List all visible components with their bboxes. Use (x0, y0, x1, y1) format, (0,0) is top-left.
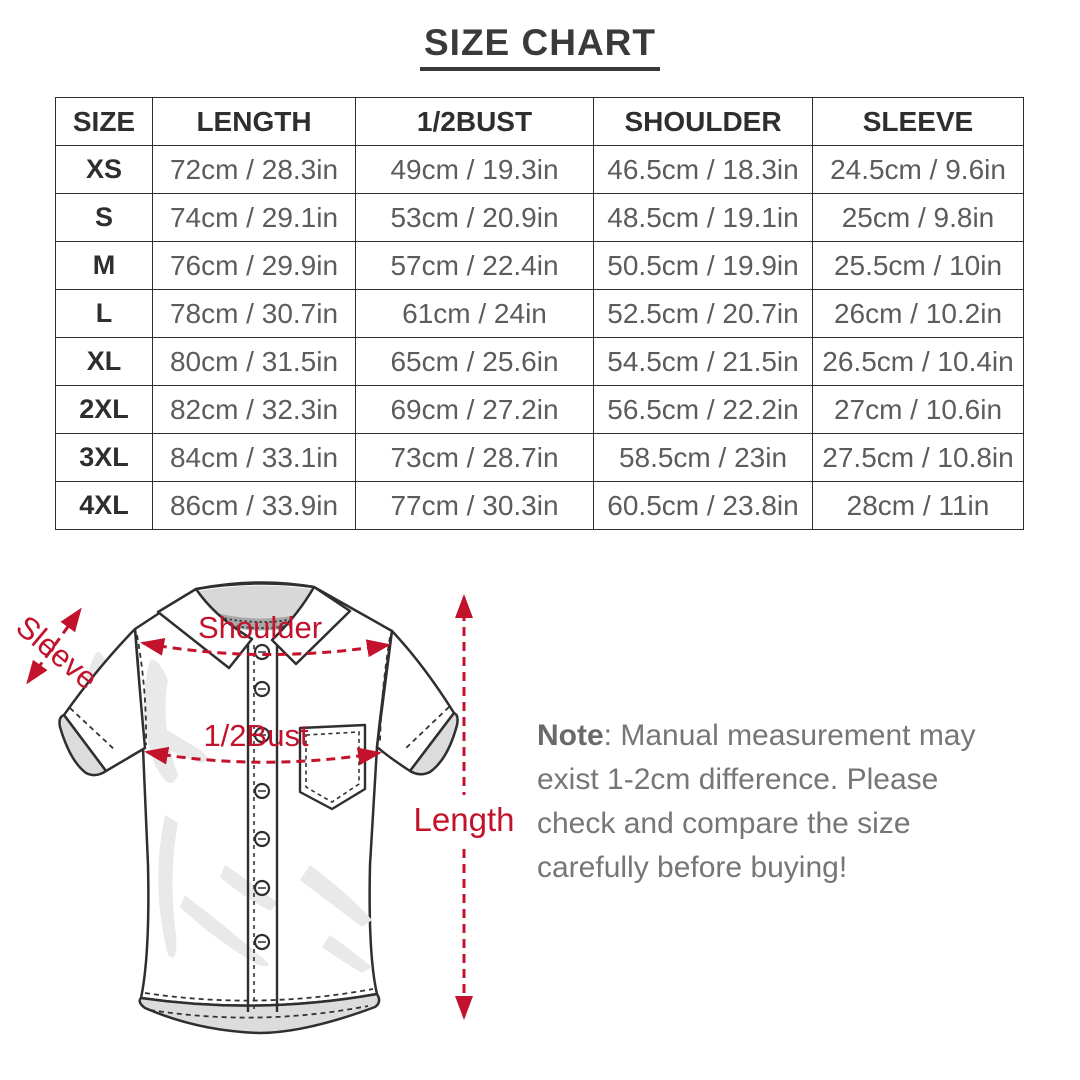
measurement-cell: 53cm / 20.9in (355, 193, 594, 242)
title-wrap: SIZE CHART (0, 22, 1080, 71)
note-text: : Manual measurement may exist 1-2cm dif… (537, 719, 976, 884)
measurement-cell: 76cm / 29.9in (152, 241, 356, 290)
column-header: SLEEVE (812, 97, 1024, 146)
measurement-cell: 52.5cm / 20.7in (593, 289, 813, 338)
column-header: 1/2BUST (355, 97, 594, 146)
measurement-cell: 25.5cm / 10in (812, 241, 1024, 290)
column-header: SIZE (55, 97, 153, 146)
right-cuff (408, 711, 459, 776)
table-row: M 76cm / 29.9in 57cm / 22.4in 50.5cm / 19.9… (55, 241, 1024, 290)
placket (246, 639, 279, 1012)
buttons (253, 643, 271, 951)
measurement-cell: 78cm / 30.7in (152, 289, 356, 338)
left-sleeve (62, 627, 147, 773)
measurement-cell: 25cm / 9.8in (812, 193, 1024, 242)
measurement-note: Note: Manual measurement may exist 1-2cm… (537, 714, 1019, 890)
measurement-cell: 26.5cm / 10.4in (812, 337, 1024, 386)
measurement-cell: 49cm / 19.3in (355, 145, 594, 194)
size-cell: XS (55, 145, 153, 194)
shirt-hem (138, 992, 381, 1035)
measurement-cell: 80cm / 31.5in (152, 337, 356, 386)
measurement-cell: 27cm / 10.6in (812, 385, 1024, 434)
measurement-cell: 48.5cm / 19.1in (593, 193, 813, 242)
table-header-row: SIZE LENGTH 1/2BUST SHOULDER SLEEVE (55, 97, 1024, 146)
shirt-illustration: Shoulder 1/2Bust Length Sleeve (10, 581, 515, 1035)
measurement-cell: 24.5cm / 9.6in (812, 145, 1024, 194)
measurement-cell: 65cm / 25.6in (355, 337, 594, 386)
measurement-cell: 54.5cm / 21.5in (593, 337, 813, 386)
size-table-body: XS 72cm / 28.3in 49cm / 19.3in 46.5cm / 18.… (55, 145, 1024, 530)
measurement-cell: 27.5cm / 10.8in (812, 433, 1024, 482)
shirt-diagram: Shoulder 1/2Bust Length Sleeve (0, 565, 520, 1065)
size-cell: 3XL (55, 433, 153, 482)
size-table: SIZE LENGTH 1/2BUST SHOULDER SLEEVE XS 72cm /… (55, 97, 1024, 530)
measurement-cell: 61cm / 24in (355, 289, 594, 338)
size-cell: XL (55, 337, 153, 386)
column-header: SHOULDER (593, 97, 813, 146)
sleeve-label: Sleeve (10, 609, 105, 697)
table-row: 2XL 82cm / 32.3in 69cm / 27.2in 56.5cm / 22… (55, 385, 1024, 434)
measurement-cell: 86cm / 33.9in (152, 481, 356, 530)
shoulder-label: Shoulder (198, 610, 322, 645)
measurement-cell: 74cm / 29.1in (152, 193, 356, 242)
table-row: XL 80cm / 31.5in 65cm / 25.6in 54.5cm / 21.… (55, 337, 1024, 386)
shoulder-measure-arrow (140, 638, 391, 658)
left-cuff (58, 713, 108, 777)
note-label: Note (537, 719, 604, 752)
right-sleeve (375, 629, 456, 773)
column-header: LENGTH (152, 97, 356, 146)
size-cell: 4XL (55, 481, 153, 530)
measurement-cell: 50.5cm / 19.9in (593, 241, 813, 290)
measurement-cell: 46.5cm / 18.3in (593, 145, 813, 194)
hem-stitching (144, 988, 374, 1019)
measurement-cell: 82cm / 32.3in (152, 385, 356, 434)
size-cell: M (55, 241, 153, 290)
measurement-cell: 60.5cm / 23.8in (593, 481, 813, 530)
size-cell: 2XL (55, 385, 153, 434)
table-row: 4XL 86cm / 33.9in 77cm / 30.3in 60.5cm / 23… (55, 481, 1024, 530)
table-row: 3XL 84cm / 33.1in 73cm / 28.7in 58.5cm / 23… (55, 433, 1024, 482)
measurement-cell: 72cm / 28.3in (152, 145, 356, 194)
measurement-cell: 73cm / 28.7in (355, 433, 594, 482)
measurement-cell: 69cm / 27.2in (355, 385, 594, 434)
bust-label: 1/2Bust (203, 718, 309, 753)
measurement-cell: 58.5cm / 23in (593, 433, 813, 482)
measurement-cell: 28cm / 11in (812, 481, 1024, 530)
table-row: XS 72cm / 28.3in 49cm / 19.3in 46.5cm / 18.… (55, 145, 1024, 194)
page-title: SIZE CHART (420, 22, 660, 71)
measurement-cell: 84cm / 33.1in (152, 433, 356, 482)
table-row: L 78cm / 30.7in 61cm / 24in 52.5cm / 20.7in… (55, 289, 1024, 338)
chest-pocket (298, 723, 367, 811)
measurement-cell: 57cm / 22.4in (355, 241, 594, 290)
bust-measure-arrow (144, 746, 382, 766)
measurement-cell: 26cm / 10.2in (812, 289, 1024, 338)
length-label: Length (414, 801, 515, 838)
measurement-cell: 56.5cm / 22.2in (593, 385, 813, 434)
measurement-cell: 77cm / 30.3in (355, 481, 594, 530)
size-cell: S (55, 193, 153, 242)
table-row: S 74cm / 29.1in 53cm / 20.9in 48.5cm / 19.1… (55, 193, 1024, 242)
size-cell: L (55, 289, 153, 338)
